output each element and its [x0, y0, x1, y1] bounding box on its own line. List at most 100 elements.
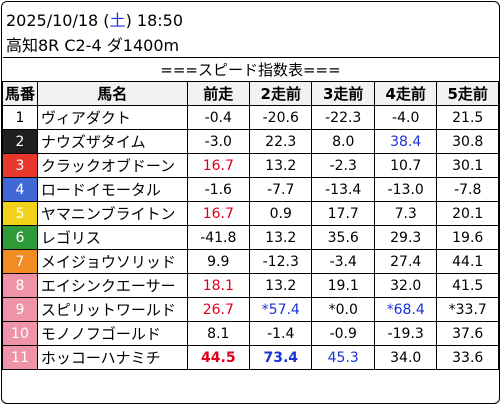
horse-number: 1 — [2, 105, 38, 130]
horse-name: モノノフゴールド — [36, 321, 188, 346]
speed-index-value: 18.1 — [186, 273, 251, 298]
speed-index-value: 27.4 — [373, 249, 438, 274]
speed-index-value: *68.4 — [373, 297, 438, 322]
column-header: 2走前 — [248, 81, 313, 106]
column-header: 4走前 — [373, 81, 438, 106]
race-header: 2025/10/18 (土) 18:50 高知8R C2-4 ダ1400m — [2, 2, 499, 57]
table-row: 11 ホッコーハナミチ 44.5 73.4 45.3 34.0 33.6 — [2, 345, 499, 370]
table-row: 4 ロードイモータル -1.6 -7.7 -13.4 -13.0 -7.8 — [2, 177, 499, 202]
table-row: 6 レゴリス -41.8 13.2 35.6 29.3 19.6 — [2, 225, 499, 250]
horse-name: エイシンクエーサー — [36, 273, 188, 298]
horse-number: 3 — [2, 153, 38, 178]
speed-index-value: 0.9 — [248, 201, 313, 226]
speed-index-value: -13.0 — [373, 177, 438, 202]
speed-index-value: -22.3 — [311, 105, 375, 130]
speed-index-value: 45.3 — [311, 345, 375, 370]
speed-index-value: *0.0 — [311, 297, 375, 322]
speed-index-value: 44.1 — [436, 249, 499, 274]
speed-index-table: ===スピード指数表=== 馬番 馬名 前走 2走前 3走前 4走前 5走前 1 ヴィアダクト… — [2, 57, 499, 370]
speed-index-value: 22.3 — [248, 129, 313, 154]
horse-number: 10 — [2, 321, 38, 346]
horse-name: メイジョウソリッド — [36, 249, 188, 274]
table-row: 3 クラックオブドーン 16.7 13.2 -2.3 10.7 30.1 — [2, 153, 499, 178]
table-row: 2 ナウズザタイム -3.0 22.3 8.0 38.4 30.8 — [2, 129, 499, 154]
table-row: 9 スピリットワールド 26.7 *57.4 *0.0 *68.4 *33.7 — [2, 297, 499, 322]
speed-index-value: 73.4 — [248, 345, 313, 370]
table-row: 10 モノノフゴールド 8.1 -1.4 -0.9 -19.3 37.6 — [2, 321, 499, 346]
speed-index-value: -12.3 — [248, 249, 313, 274]
speed-index-value: 44.5 — [186, 345, 251, 370]
race-info: 高知8R C2-4 ダ1400m — [6, 36, 180, 55]
speed-index-value: 9.9 — [186, 249, 251, 274]
horse-name: レゴリス — [36, 225, 188, 250]
speed-index-value: 16.7 — [186, 201, 251, 226]
speed-index-value: -41.8 — [186, 225, 251, 250]
horse-number: 2 — [2, 129, 38, 154]
speed-index-value: -0.9 — [311, 321, 375, 346]
speed-index-value: 37.6 — [436, 321, 499, 346]
speed-index-value: 17.7 — [311, 201, 375, 226]
speed-index-value: 26.7 — [186, 297, 251, 322]
speed-index-value: 13.2 — [248, 225, 313, 250]
speed-index-value: 8.0 — [311, 129, 375, 154]
horse-name: クラックオブドーン — [36, 153, 188, 178]
speed-index-value: 16.7 — [186, 153, 251, 178]
table-header-row: 馬番 馬名 前走 2走前 3走前 4走前 5走前 — [2, 81, 499, 106]
speed-index-value: -19.3 — [373, 321, 438, 346]
table-title-row: ===スピード指数表=== — [2, 57, 499, 82]
speed-index-value: -1.6 — [186, 177, 251, 202]
horse-name: ロードイモータル — [36, 177, 188, 202]
speed-index-value: 29.3 — [373, 225, 438, 250]
race-datetime: 2025/10/18 (土) 18:50 — [6, 7, 183, 31]
horse-number: 7 — [2, 249, 38, 274]
table-row: 1 ヴィアダクト -0.4 -20.6 -22.3 -4.0 21.5 — [2, 105, 499, 130]
speed-index-value: 21.5 — [436, 105, 499, 130]
speed-index-value: -0.4 — [186, 105, 251, 130]
speed-index-value: -20.6 — [248, 105, 313, 130]
speed-index-value: -2.3 — [311, 153, 375, 178]
speed-index-value: 33.6 — [436, 345, 499, 370]
horse-number: 6 — [2, 225, 38, 250]
speed-index-value: -7.7 — [248, 177, 313, 202]
speed-index-value: *33.7 — [436, 297, 499, 322]
speed-index-value: 10.7 — [373, 153, 438, 178]
race-date: 2025/10/18 ( — [6, 11, 110, 30]
speed-index-value: -13.4 — [311, 177, 375, 202]
horse-number: 9 — [2, 297, 38, 322]
speed-index-value: 13.2 — [248, 153, 313, 178]
speed-index-value: 30.1 — [436, 153, 499, 178]
column-header: 前走 — [186, 81, 251, 106]
speed-index-value: 13.2 — [248, 273, 313, 298]
horse-name: ヤマニンブライトン — [36, 201, 188, 226]
horse-name: ホッコーハナミチ — [36, 345, 188, 370]
horse-number: 5 — [2, 201, 38, 226]
speed-index-value: -3.4 — [311, 249, 375, 274]
column-header: 馬名 — [36, 81, 188, 106]
speed-index-value: 34.0 — [373, 345, 438, 370]
speed-index-value: 20.1 — [436, 201, 499, 226]
speed-index-value: 35.6 — [311, 225, 375, 250]
horse-number: 8 — [2, 273, 38, 298]
horse-name: ヴィアダクト — [36, 105, 188, 130]
table-row: 7 メイジョウソリッド 9.9 -12.3 -3.4 27.4 44.1 — [2, 249, 499, 274]
speed-index-value: -3.0 — [186, 129, 251, 154]
speed-index-value: 19.6 — [436, 225, 499, 250]
column-header: 馬番 — [2, 81, 38, 106]
speed-index-value: -7.8 — [436, 177, 499, 202]
speed-index-value: 41.5 — [436, 273, 499, 298]
speed-index-value: 19.1 — [311, 273, 375, 298]
column-header: 5走前 — [436, 81, 499, 106]
speed-index-value: 30.8 — [436, 129, 499, 154]
speed-index-value: -1.4 — [248, 321, 313, 346]
horse-number: 4 — [2, 177, 38, 202]
speed-index-value: *57.4 — [248, 297, 313, 322]
speed-index-value: 7.3 — [373, 201, 438, 226]
race-time: ) 18:50 — [125, 11, 183, 30]
horse-name: スピリットワールド — [36, 297, 188, 322]
table-title: ===スピード指数表=== — [2, 57, 499, 82]
horse-number: 11 — [2, 345, 38, 370]
horse-name: ナウズザタイム — [36, 129, 188, 154]
column-header: 3走前 — [311, 81, 375, 106]
speed-index-value: -4.0 — [373, 105, 438, 130]
